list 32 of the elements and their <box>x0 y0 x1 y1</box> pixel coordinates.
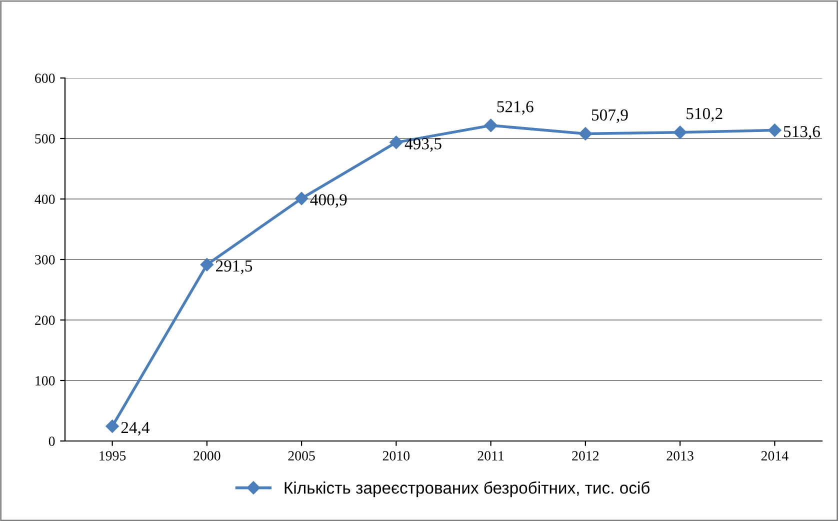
point <box>768 124 782 137</box>
data-label: 24,4 <box>121 422 150 436</box>
x-tick-label: 2010 <box>382 451 410 460</box>
point <box>390 136 403 150</box>
y-tick-label: 0 <box>48 436 55 446</box>
y-tick-label: 500 <box>35 134 55 144</box>
point <box>578 127 592 140</box>
data-label: 493,5 <box>404 138 442 152</box>
point <box>106 420 119 433</box>
data-label: 521,6 <box>497 101 534 115</box>
y-tick-label: 400 <box>34 194 55 204</box>
x-tick-label: 2011 <box>478 451 504 460</box>
data-label: 400,9 <box>310 194 347 208</box>
point <box>484 118 498 132</box>
x-tick-label: 1995 <box>100 451 126 460</box>
x-tick-label: 2000 <box>194 451 220 460</box>
data-label: 513,6 <box>784 126 820 140</box>
point <box>294 192 308 206</box>
data-label: 507,9 <box>592 109 628 124</box>
data-label: 291,5 <box>216 260 252 274</box>
x-tick-label: 2013 <box>666 451 694 460</box>
x-tick-label: 2014 <box>761 451 788 460</box>
legend-label: Кількість зареєстрованих безробітних, тис. осіб <box>284 481 650 498</box>
point <box>673 126 687 139</box>
point <box>200 258 214 272</box>
y-tick-label: 100 <box>36 376 55 386</box>
x-tick-label: 2005 <box>288 451 315 460</box>
y-tick-label: 300 <box>35 255 55 264</box>
y-tick-label: 200 <box>35 316 55 325</box>
data-label: 510,2 <box>686 108 722 122</box>
x-tick-label: 2012 <box>572 451 599 460</box>
y-tick-label: 600 <box>35 74 55 83</box>
